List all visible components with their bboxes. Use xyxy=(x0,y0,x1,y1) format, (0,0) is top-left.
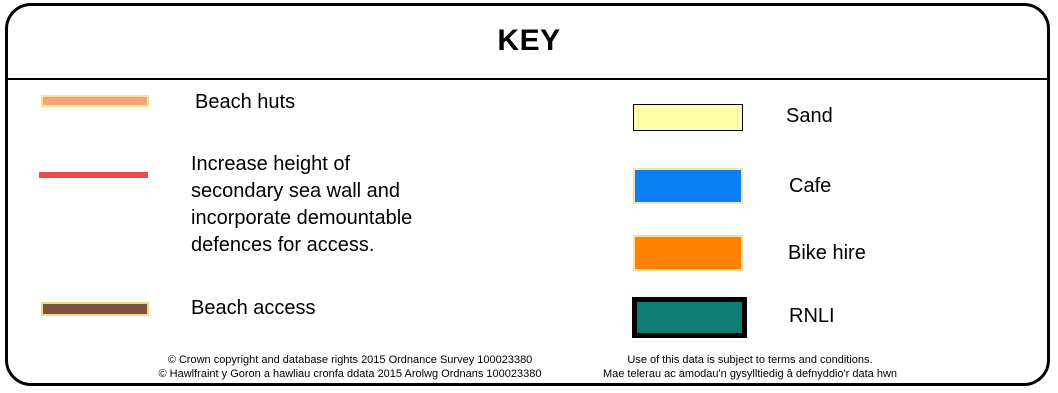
beach-huts-label: Beach huts xyxy=(195,91,296,113)
copyright-notice: © Crown copyright and database rights 20… xyxy=(120,353,580,381)
cafe-swatch xyxy=(633,168,743,204)
header-divider xyxy=(5,78,1050,80)
rnli-swatch xyxy=(632,297,747,338)
beach-huts-swatch xyxy=(41,95,149,107)
copyright-line-cy: © Hawlfraint y Goron a hawliau cronfa dd… xyxy=(158,368,542,380)
rnli-label: RNLI xyxy=(789,305,835,327)
copyright-line-en: © Crown copyright and database rights 20… xyxy=(167,354,533,366)
beach-access-label: Beach access xyxy=(191,297,316,319)
legend-frame xyxy=(5,3,1050,386)
bike-hire-label: Bike hire xyxy=(788,242,866,264)
sand-swatch xyxy=(633,104,743,131)
sea-wall-label: Increase height of secondary sea wall an… xyxy=(191,153,413,256)
beach-access-swatch xyxy=(41,302,149,316)
sand-label: Sand xyxy=(786,105,833,127)
legend-title: KEY xyxy=(497,24,561,57)
cafe-label: Cafe xyxy=(789,175,832,197)
terms-line-en: Use of this data is subject to terms and… xyxy=(627,354,873,366)
bike-hire-swatch xyxy=(633,235,743,271)
sea-wall-swatch xyxy=(39,172,148,178)
terms-notice: Use of this data is subject to terms and… xyxy=(560,353,940,381)
terms-line-cy: Mae telerau ac amodau'n gysylltiedig â d… xyxy=(602,368,898,380)
